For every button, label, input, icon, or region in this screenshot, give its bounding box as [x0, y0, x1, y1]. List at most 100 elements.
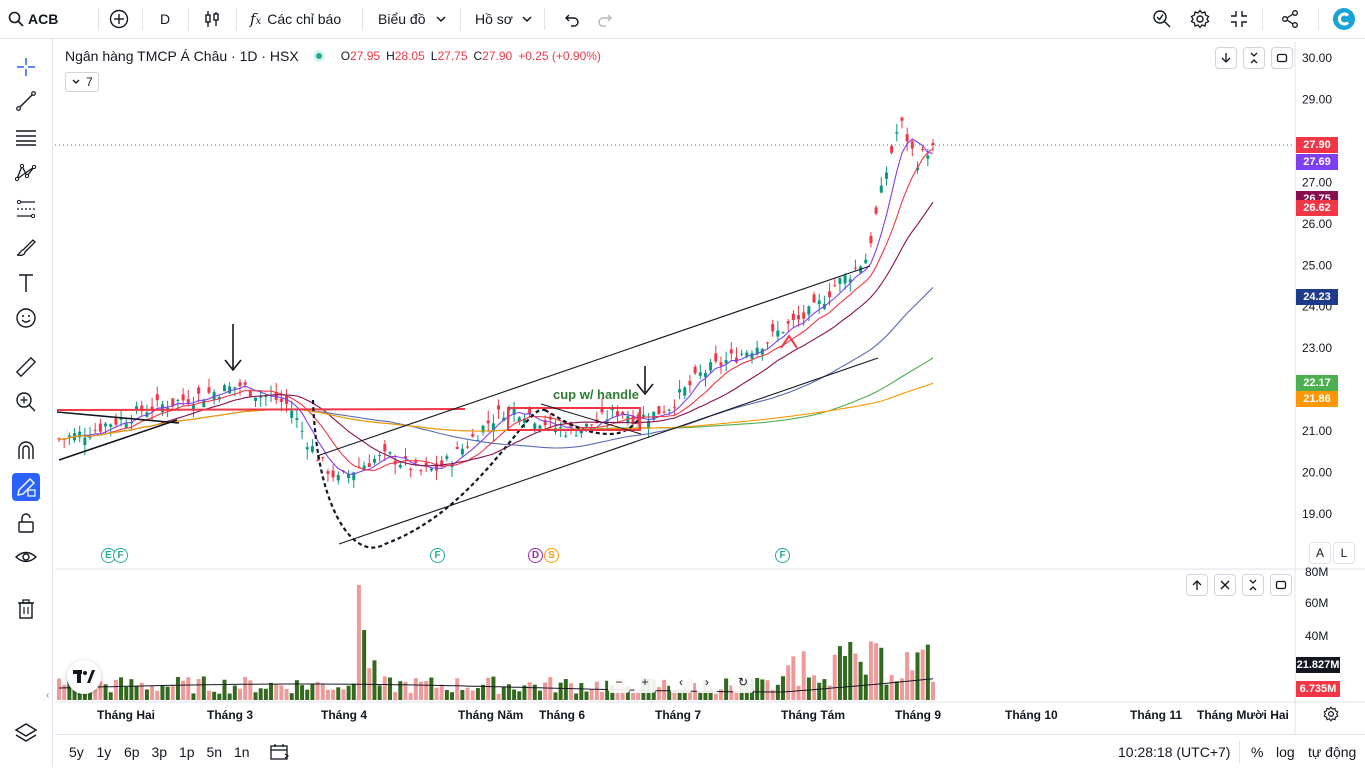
pane-move-down-button[interactable] — [1215, 47, 1237, 69]
volume-pane-maximize-button[interactable] — [1270, 574, 1292, 596]
candle-body — [791, 313, 795, 320]
timezone-clock[interactable]: 10:28:18 (UTC+7) — [1118, 743, 1231, 760]
percent-scale-button[interactable]: % — [1251, 743, 1264, 760]
candle-body — [491, 423, 495, 432]
range-button-3p[interactable]: 3p — [151, 743, 168, 760]
quick-search-button[interactable] — [1152, 0, 1172, 38]
crosshair-tool[interactable] — [12, 53, 40, 81]
interval-button[interactable]: D — [160, 11, 171, 27]
settings-button[interactable] — [1190, 0, 1210, 38]
chart-area[interactable]: 30.0029.0027.0026.0025.0024.0023.0022.00… — [55, 42, 1365, 734]
event-marker-f[interactable]: F — [113, 548, 128, 563]
event-marker-f[interactable]: F — [775, 548, 790, 563]
object-tree-tool[interactable] — [12, 719, 40, 747]
brand-logo[interactable] — [1333, 0, 1355, 38]
volume-pane-move-up-button[interactable] — [1186, 574, 1208, 596]
measure-tool[interactable] — [12, 353, 40, 381]
fib-tool[interactable] — [12, 123, 40, 151]
candle-body — [83, 437, 87, 445]
projection-tool[interactable] — [12, 195, 40, 223]
gear-icon — [1190, 9, 1210, 29]
pattern-tool[interactable] — [12, 159, 40, 187]
volume-bar — [584, 691, 589, 700]
range-button-1y[interactable]: 1y — [96, 743, 112, 760]
share-button[interactable] — [1280, 0, 1300, 38]
candle-body — [585, 423, 589, 427]
scroll-right-button[interactable]: › — [696, 671, 718, 693]
indicators-button[interactable]: fx Các chỉ báo — [250, 0, 341, 38]
range-button-6p[interactable]: 6p — [124, 743, 140, 760]
stay-in-drawing-mode-tool[interactable] — [12, 473, 40, 501]
reset-chart-button[interactable]: ↻ — [732, 671, 754, 693]
volume-bar — [594, 681, 599, 700]
undo-button[interactable] — [562, 0, 580, 38]
candle-body — [352, 472, 356, 481]
log-scale-button[interactable]: L — [1333, 542, 1355, 564]
chart-layout-button[interactable]: Biểu đồ — [378, 0, 447, 38]
tradingview-logo[interactable] — [67, 660, 101, 694]
volume-ma-line — [58, 678, 934, 693]
redo-button[interactable] — [597, 0, 615, 38]
chart-type-toggle-button[interactable] — [202, 0, 222, 38]
zoom-tool[interactable] — [12, 388, 40, 416]
remove-drawings-tool[interactable] — [12, 595, 40, 623]
auto-scale-toggle[interactable]: tự động — [1308, 743, 1357, 760]
brush-tool[interactable] — [12, 233, 40, 261]
volume-bar — [124, 686, 129, 700]
time-axis-label: Tháng Hai — [97, 708, 155, 722]
volume-pane-collapse-button[interactable] — [1242, 574, 1264, 596]
candle-body — [895, 132, 899, 134]
event-marker-f[interactable]: F — [430, 548, 445, 563]
volume-bar — [93, 688, 98, 700]
candle-body — [579, 429, 583, 434]
pane-collapse-button[interactable] — [1243, 47, 1265, 69]
indicators-collapse-button[interactable]: 7 — [65, 72, 99, 92]
fullscreen-button[interactable] — [1229, 0, 1249, 38]
hide-drawings-tool[interactable] — [12, 543, 40, 571]
crosshair-icon — [17, 58, 35, 76]
candle-body — [460, 448, 464, 455]
toolbar-collapse-handle[interactable]: ‹ — [46, 690, 50, 701]
range-button-1p[interactable]: 1p — [179, 743, 195, 760]
log-scale-toggle[interactable]: log — [1276, 743, 1295, 760]
candle-body — [207, 387, 211, 393]
volume-bar — [760, 679, 765, 700]
chart-canvas[interactable]: 30.0029.0027.0026.0025.0024.0023.0022.00… — [55, 42, 1365, 734]
volume-axis-label: 60M — [1305, 596, 1328, 610]
range-button-1n[interactable]: 1n — [234, 743, 250, 760]
pane-maximize-button[interactable] — [1271, 47, 1293, 69]
volume-pane-close-button[interactable] — [1214, 574, 1236, 596]
axis-settings-button[interactable] — [1323, 706, 1339, 727]
volume-bar — [186, 677, 191, 700]
text-tool[interactable] — [12, 269, 40, 297]
trendline-tool[interactable] — [12, 87, 40, 115]
range-button-5y[interactable]: 5y — [69, 743, 84, 760]
volume-bar — [708, 687, 713, 700]
range-button-5n[interactable]: 5n — [206, 743, 223, 760]
volume-bar — [879, 647, 884, 700]
magnet-tool[interactable] — [12, 437, 40, 465]
compare-symbol-button[interactable] — [109, 0, 129, 38]
emoji-tool[interactable] — [12, 304, 40, 332]
trendline-short — [58, 419, 178, 461]
volume-bar — [248, 680, 253, 700]
profile-label: Hồ sơ — [475, 11, 513, 27]
event-marker-e[interactable]: E — [101, 548, 116, 563]
event-marker-s[interactable]: S — [544, 548, 559, 563]
auto-scale-button[interactable]: A — [1309, 542, 1331, 564]
candle-body — [378, 454, 382, 456]
date-range-button[interactable] — [270, 735, 290, 768]
bottom-toolbar: 5y 1y 6p 3p 1p 5n 1n 10:28:18 (UTC+7) % log tự… — [55, 734, 1365, 768]
volume-bar — [279, 685, 284, 700]
symbol-search-button[interactable]: ACB — [8, 0, 58, 38]
lock-drawings-tool[interactable] — [12, 509, 40, 537]
event-marker-d[interactable]: D — [528, 548, 543, 563]
scroll-left-button[interactable]: ‹ — [670, 671, 692, 693]
zoom-in-button[interactable]: + — [634, 671, 656, 693]
zoom-out-button[interactable]: − — [608, 671, 630, 693]
profile-button[interactable]: Hồ sơ — [475, 0, 533, 38]
high-value: 28.05 — [394, 49, 425, 63]
candle-body — [243, 382, 247, 385]
candle-body — [455, 447, 459, 449]
candle-body — [140, 405, 144, 412]
